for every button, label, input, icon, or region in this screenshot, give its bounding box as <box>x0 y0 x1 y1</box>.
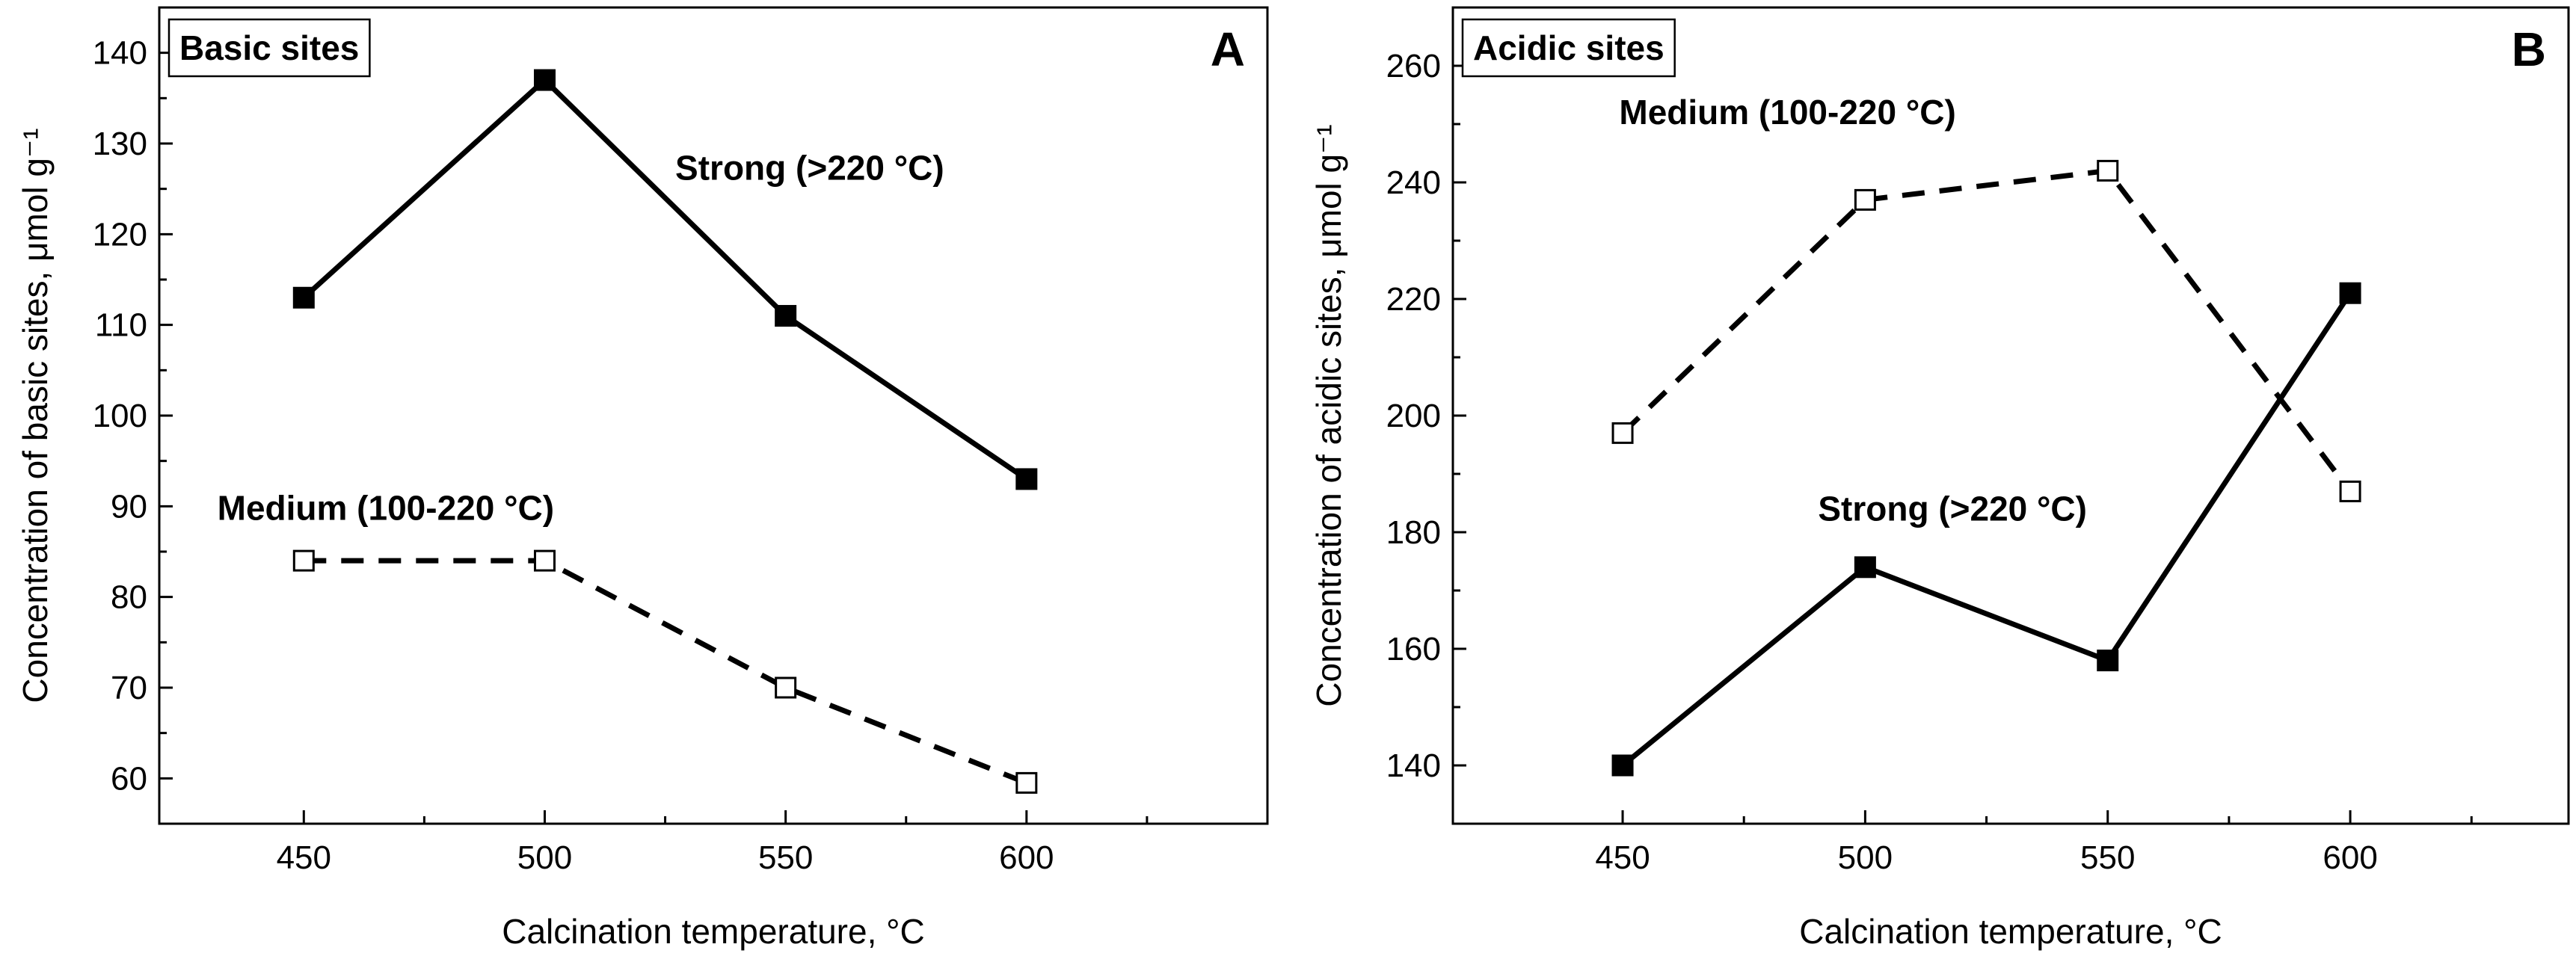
y-tick-label: 100 <box>93 398 147 434</box>
data-point-medium <box>2339 480 2361 502</box>
data-point-strong <box>775 305 797 327</box>
series-label-strong: Strong (>220 °C) <box>675 149 944 188</box>
x-tick-label: 450 <box>1595 839 1650 876</box>
series-label-medium: Medium (100-220 °C) <box>218 489 554 528</box>
x-tick-label: 500 <box>1838 839 1893 876</box>
data-point-medium <box>1015 771 1038 794</box>
y-tick-label: 120 <box>93 216 147 253</box>
series-line-strong <box>301 76 1028 481</box>
panel-title: Basic sites <box>179 28 359 67</box>
x-axis-title: Calcination temperature, °C <box>502 912 925 951</box>
data-point-medium <box>775 676 797 699</box>
panel-title-box <box>1461 18 1676 78</box>
series-label-strong: Strong (>220 °C) <box>1818 489 2087 528</box>
x-tick-label: 500 <box>517 839 572 876</box>
panel-b: 140 160 180 200 220 240 260 450 500 550 600 Calcina… <box>1309 6 2570 951</box>
data-point-strong <box>1611 754 1634 777</box>
y-tick-label: 260 <box>1386 48 1441 84</box>
x-tick-label: 600 <box>999 839 1054 876</box>
series-line-medium <box>304 558 1028 786</box>
y-tick-label: 60 <box>111 760 147 797</box>
y-tick-label: 160 <box>1386 631 1441 667</box>
panel-letter: A <box>1211 22 1245 76</box>
y-axis-title: Concentration of basic sites, μmol g⁻¹ <box>16 128 55 703</box>
data-point-medium <box>1611 422 1634 444</box>
y-tick-label: 140 <box>93 35 147 72</box>
data-point-medium <box>533 549 556 572</box>
y-tick-label: 240 <box>1386 164 1441 201</box>
y-axis-title: Concentration of acidic sites, μmol g⁻¹ <box>1309 124 1348 706</box>
y-tick-label: 200 <box>1386 398 1441 434</box>
x-tick-label: 600 <box>2323 839 2377 876</box>
data-point-strong <box>1015 468 1038 490</box>
y-tick-label: 110 <box>95 307 147 344</box>
x-tick-label: 550 <box>2080 839 2135 876</box>
series-label-medium: Medium (100-220 °C) <box>1619 93 1955 132</box>
plot-frame <box>158 6 1269 825</box>
data-point-strong <box>1854 556 1876 579</box>
y-tick-label: 70 <box>111 670 147 706</box>
panel-letter: B <box>2512 22 2546 76</box>
y-tick-label: 140 <box>1386 747 1441 784</box>
series-line-medium <box>1620 167 2352 493</box>
y-tick-label: 180 <box>1386 514 1441 551</box>
data-point-strong <box>2097 650 2119 672</box>
data-point-medium <box>1854 188 1876 211</box>
x-tick-label: 550 <box>758 839 813 876</box>
panel-title: Acidic sites <box>1473 28 1664 67</box>
data-point-strong <box>2339 282 2361 304</box>
x-axis-title: Calcination temperature, °C <box>1799 912 2222 951</box>
panel-a: 60 70 80 90 100 110 120 130 140 450 500 550 600 Calci… <box>16 6 1269 951</box>
y-tick-label: 80 <box>111 579 147 616</box>
y-tick-label: 90 <box>111 488 147 525</box>
x-tick-label: 450 <box>277 839 331 876</box>
data-point-strong <box>292 286 315 309</box>
data-point-medium <box>2097 159 2119 182</box>
series-line-strong <box>1620 292 2353 768</box>
panel-title-box <box>167 18 371 78</box>
data-point-medium <box>292 549 315 572</box>
data-point-strong <box>533 69 556 91</box>
y-tick-label: 220 <box>1386 281 1441 318</box>
y-tick-label: 130 <box>93 126 147 162</box>
